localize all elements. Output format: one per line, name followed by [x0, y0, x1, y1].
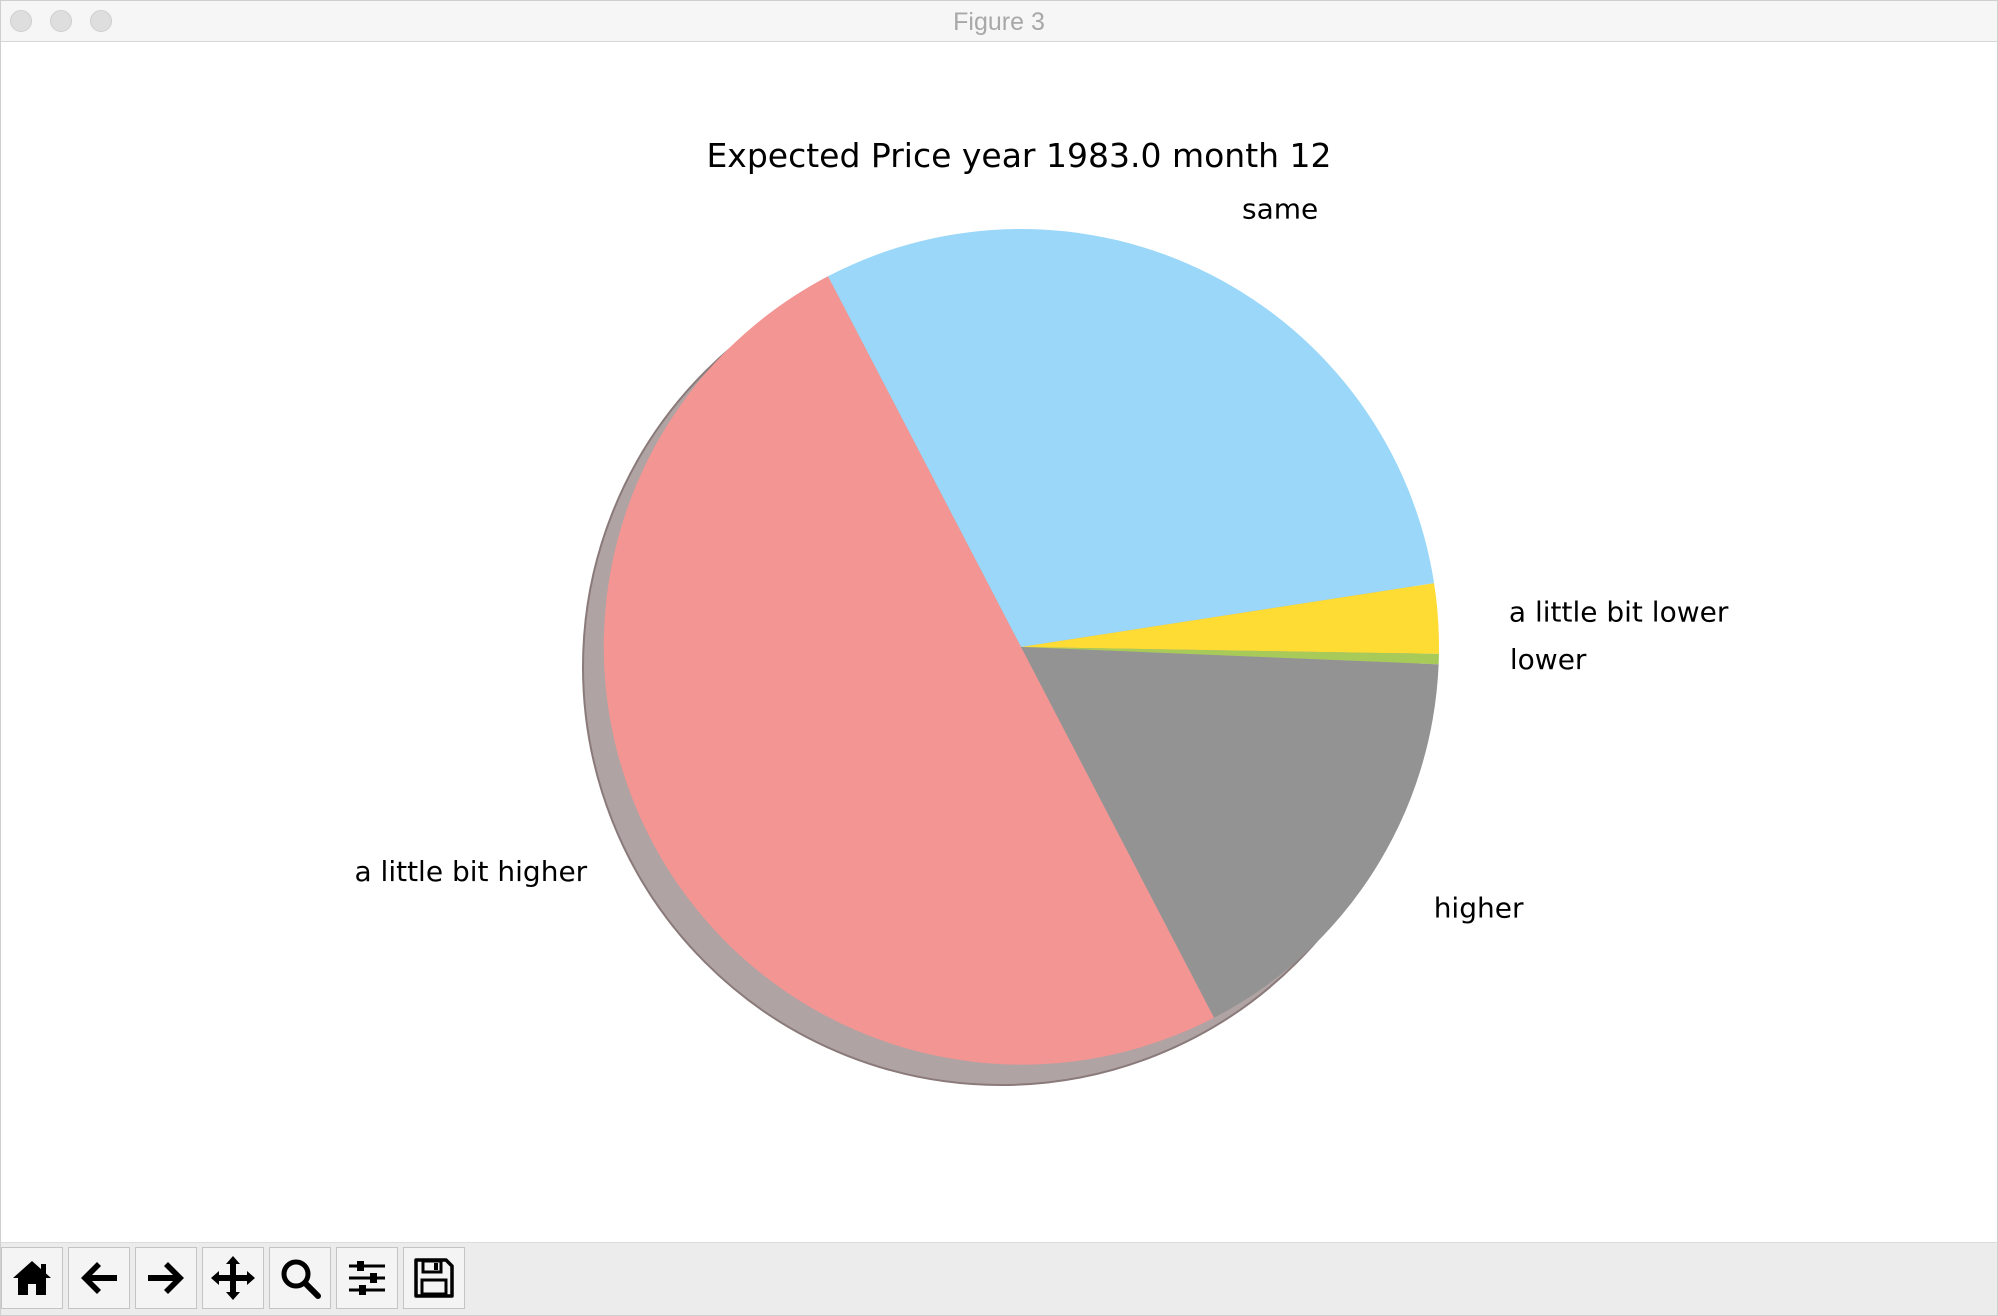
home-icon — [13, 1261, 51, 1295]
pie-label-higher: higher — [1434, 891, 1524, 924]
arrow-left-icon — [81, 1262, 117, 1294]
chart-title: Expected Price year 1983.0 month 12 — [706, 136, 1331, 175]
zoom-window-button[interactable] — [90, 10, 112, 32]
pie-label-a-little-bit-higher: a little bit higher — [354, 855, 587, 888]
title-bar: Figure 3 — [1, 1, 1997, 42]
zoom-button[interactable] — [269, 1247, 331, 1309]
pie-chart: Expected Price year 1983.0 month 12 same… — [354, 136, 1729, 1086]
arrow-right-icon — [148, 1262, 184, 1294]
pie-slice-higher — [1021, 647, 1439, 1018]
forward-button[interactable] — [135, 1247, 197, 1309]
navigation-toolbar — [1, 1242, 1997, 1315]
pie-slice-a-little-bit-higher — [603, 276, 1215, 1065]
pie-slice-lower — [1021, 647, 1439, 665]
figure-canvas: Expected Price year 1983.0 month 12 same… — [1, 42, 1997, 1242]
floppy-disk-icon — [414, 1258, 454, 1298]
pie-label-lower: lower — [1510, 643, 1587, 676]
close-window-button[interactable] — [10, 10, 32, 32]
back-button[interactable] — [68, 1247, 130, 1309]
home-button[interactable] — [1, 1247, 63, 1309]
sliders-icon — [349, 1261, 385, 1295]
pie-slices — [603, 229, 1439, 1065]
configure-subplots-button[interactable] — [336, 1247, 398, 1309]
pie-label-same: same — [1242, 193, 1318, 226]
pan-button[interactable] — [202, 1247, 264, 1309]
pie-slice-a-little-bit-lower — [1021, 583, 1439, 654]
window-title: Figure 3 — [953, 8, 1045, 36]
move-icon — [211, 1256, 255, 1300]
save-button[interactable] — [403, 1247, 465, 1309]
pie-slice-same — [827, 229, 1435, 648]
minimize-window-button[interactable] — [50, 10, 72, 32]
pie-labels: same a little bit lower lower higher a littl… — [354, 193, 1728, 925]
search-icon — [281, 1259, 321, 1299]
pie-label-a-little-bit-lower: a little bit lower — [1509, 596, 1729, 629]
